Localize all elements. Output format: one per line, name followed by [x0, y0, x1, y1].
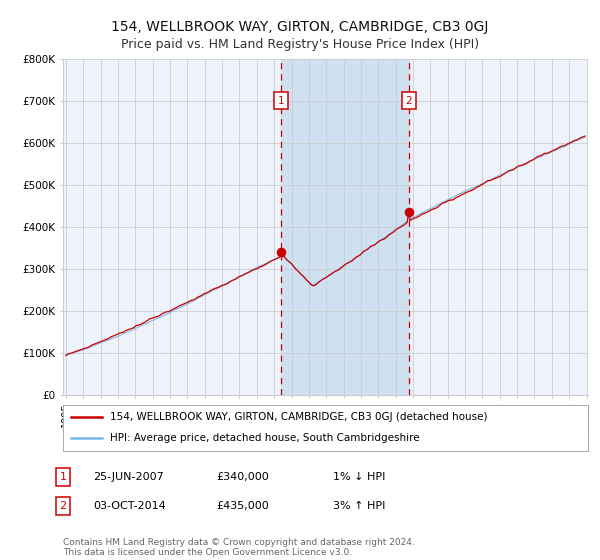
Text: 1% ↓ HPI: 1% ↓ HPI	[333, 472, 385, 482]
Text: Price paid vs. HM Land Registry's House Price Index (HPI): Price paid vs. HM Land Registry's House …	[121, 38, 479, 50]
Text: 25-JUN-2007: 25-JUN-2007	[93, 472, 164, 482]
Bar	[281, 59, 409, 395]
Text: 2: 2	[59, 501, 67, 511]
Point	[404, 208, 413, 217]
Text: 2: 2	[406, 96, 412, 106]
Text: £435,000: £435,000	[216, 501, 269, 511]
Text: 03-OCT-2014: 03-OCT-2014	[93, 501, 166, 511]
Text: 3% ↑ HPI: 3% ↑ HPI	[333, 501, 385, 511]
Text: HPI: Average price, detached house, South Cambridgeshire: HPI: Average price, detached house, Sout…	[110, 433, 420, 444]
Text: 1: 1	[278, 96, 285, 106]
Text: 154, WELLBROOK WAY, GIRTON, CAMBRIDGE, CB3 0GJ (detached house): 154, WELLBROOK WAY, GIRTON, CAMBRIDGE, C…	[110, 412, 488, 422]
Point	[277, 248, 286, 256]
Text: Contains HM Land Registry data © Crown copyright and database right 2024.
This d: Contains HM Land Registry data © Crown c…	[63, 538, 415, 557]
Text: 1: 1	[59, 472, 67, 482]
Text: 154, WELLBROOK WAY, GIRTON, CAMBRIDGE, CB3 0GJ: 154, WELLBROOK WAY, GIRTON, CAMBRIDGE, C…	[112, 20, 488, 34]
Text: £340,000: £340,000	[216, 472, 269, 482]
